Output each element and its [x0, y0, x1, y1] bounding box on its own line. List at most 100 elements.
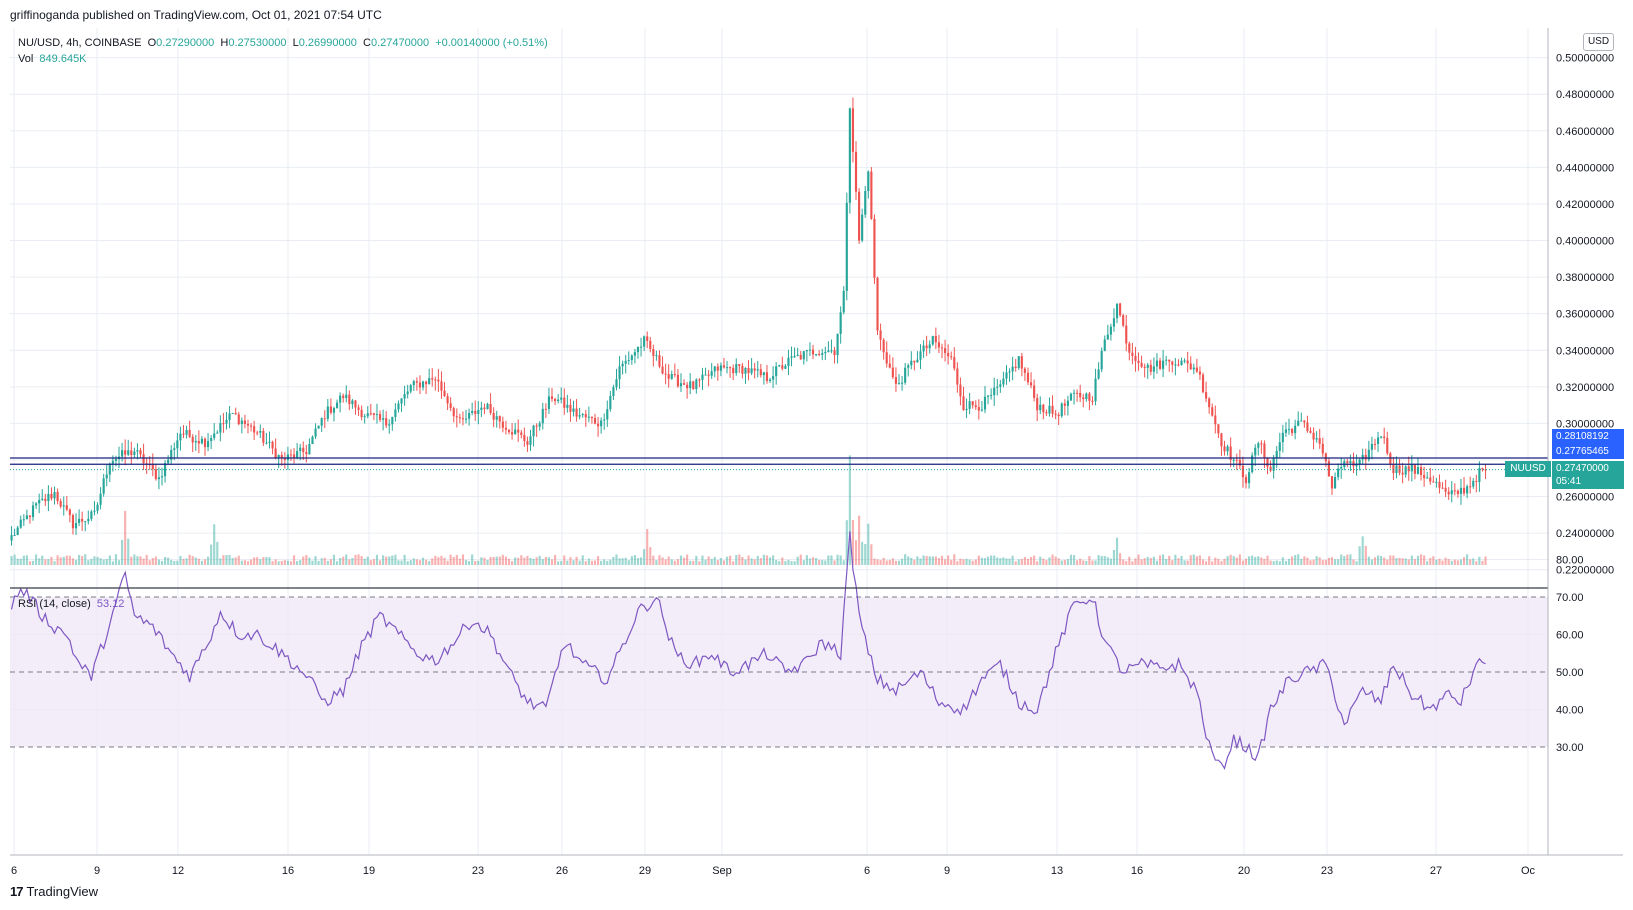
volume-bar — [1125, 561, 1128, 565]
candle-body — [953, 357, 956, 369]
volume-bar — [19, 558, 22, 565]
candle-body — [1330, 476, 1334, 489]
time-axis[interactable]: 6 9 12 16 19 23 26 29 Sep 6 9 13 16 20 23 27 Oc — [11, 865, 1536, 877]
volume-bar — [1134, 558, 1137, 565]
volume-bar — [400, 560, 403, 565]
volume-bar — [1383, 557, 1386, 565]
candle-body — [1416, 467, 1420, 474]
rsi-legend[interactable]: RSI (14, close) 53.12 — [18, 598, 124, 610]
volume-bar — [1453, 559, 1456, 565]
candle-body — [947, 352, 950, 357]
volume-bar — [1459, 559, 1463, 565]
volume-bar — [1358, 546, 1361, 565]
candle-body — [655, 355, 658, 357]
volume-bar — [486, 559, 489, 565]
volume-bar — [1063, 559, 1066, 565]
volume-bar — [569, 557, 572, 565]
volume-bar — [228, 554, 231, 565]
volume-bar — [1324, 559, 1327, 565]
volume-bar — [722, 560, 726, 565]
volume-bar — [35, 554, 38, 565]
time-tick-label: 19 — [363, 865, 375, 877]
currency-badge[interactable]: USD — [1583, 33, 1614, 51]
volume-bar — [366, 556, 369, 565]
volume-bar — [983, 558, 987, 565]
candle-body — [1085, 393, 1088, 400]
candle-body — [59, 501, 62, 507]
candle-body — [412, 381, 415, 386]
volume-bar — [440, 555, 443, 565]
candle-body — [191, 436, 194, 443]
candle-body — [133, 451, 136, 455]
volume-bar — [182, 558, 185, 565]
volume-bar — [830, 555, 833, 565]
candle-body — [977, 407, 980, 411]
volume-bar — [725, 556, 729, 565]
candle-body — [603, 419, 606, 421]
volume-bar — [1244, 558, 1248, 565]
candle-body — [385, 418, 388, 426]
candle-body — [1192, 367, 1195, 370]
candle-body — [363, 416, 366, 418]
candles[interactable] — [10, 97, 1487, 546]
candle-body — [431, 378, 434, 380]
volume-bar — [1002, 557, 1005, 565]
candle-body — [913, 360, 916, 363]
chart-legend[interactable]: NU/USD, 4h, COINBASE O0.27290000 H0.2753… — [18, 35, 548, 67]
candle-body — [455, 416, 458, 418]
candle-body — [1183, 360, 1186, 362]
volume-bar — [1447, 559, 1450, 565]
volume-bar — [1069, 554, 1073, 565]
candle-body — [658, 355, 661, 367]
volume-bar — [861, 541, 864, 565]
rsi-label[interactable]: RSI (14, close) — [18, 598, 91, 610]
price-axis[interactable]: 0.50000000 0.48000000 0.46000000 0.44000000… — [1556, 53, 1614, 754]
tradingview-logo[interactable]: 17 TradingView — [10, 884, 98, 899]
volume-bar — [1438, 558, 1441, 565]
candle-body — [1235, 459, 1238, 461]
candle-body — [627, 359, 630, 361]
candle-body — [1020, 356, 1023, 369]
candle-body — [1223, 446, 1226, 452]
candle-body — [1177, 364, 1180, 366]
volume-bar — [1168, 555, 1171, 565]
volume-bar — [418, 560, 422, 565]
candle-body — [296, 451, 299, 458]
candle-body — [612, 387, 615, 397]
candle-body — [1475, 480, 1478, 482]
volume-bar — [243, 560, 246, 565]
candle-body — [624, 360, 627, 364]
volume-bar — [716, 560, 719, 565]
volume-bar — [62, 556, 65, 565]
candle-body — [1122, 315, 1125, 326]
volume-bar — [425, 559, 428, 565]
volume-bar — [842, 560, 845, 565]
volume-bar — [1014, 561, 1017, 565]
candle-body — [1168, 359, 1171, 362]
candle-body — [114, 459, 118, 461]
candle-body — [501, 421, 504, 428]
volume-bar — [25, 555, 28, 565]
rsi-pane — [10, 531, 1548, 771]
candle-body — [1039, 404, 1042, 411]
candle-body — [676, 374, 679, 387]
candle-body — [1155, 360, 1159, 367]
candle-body — [1137, 360, 1140, 363]
candle-body — [167, 459, 170, 464]
volume-bar — [249, 559, 253, 565]
volume-bar — [1223, 558, 1226, 565]
volume-bar — [627, 560, 630, 565]
rsi-value: 53.12 — [96, 598, 125, 610]
candle-body — [1257, 443, 1260, 448]
symbol-label[interactable]: NU/USD, 4h, COINBASE — [18, 37, 142, 49]
candle-body — [821, 353, 824, 355]
candle-body — [468, 412, 471, 419]
candle-body — [38, 499, 41, 504]
volume-label[interactable]: Vol — [18, 53, 34, 65]
candle-body — [1303, 420, 1306, 423]
candle-body — [744, 367, 747, 374]
candle-body — [1287, 429, 1291, 431]
volume-bar — [977, 555, 980, 565]
volume-bar — [296, 561, 299, 565]
